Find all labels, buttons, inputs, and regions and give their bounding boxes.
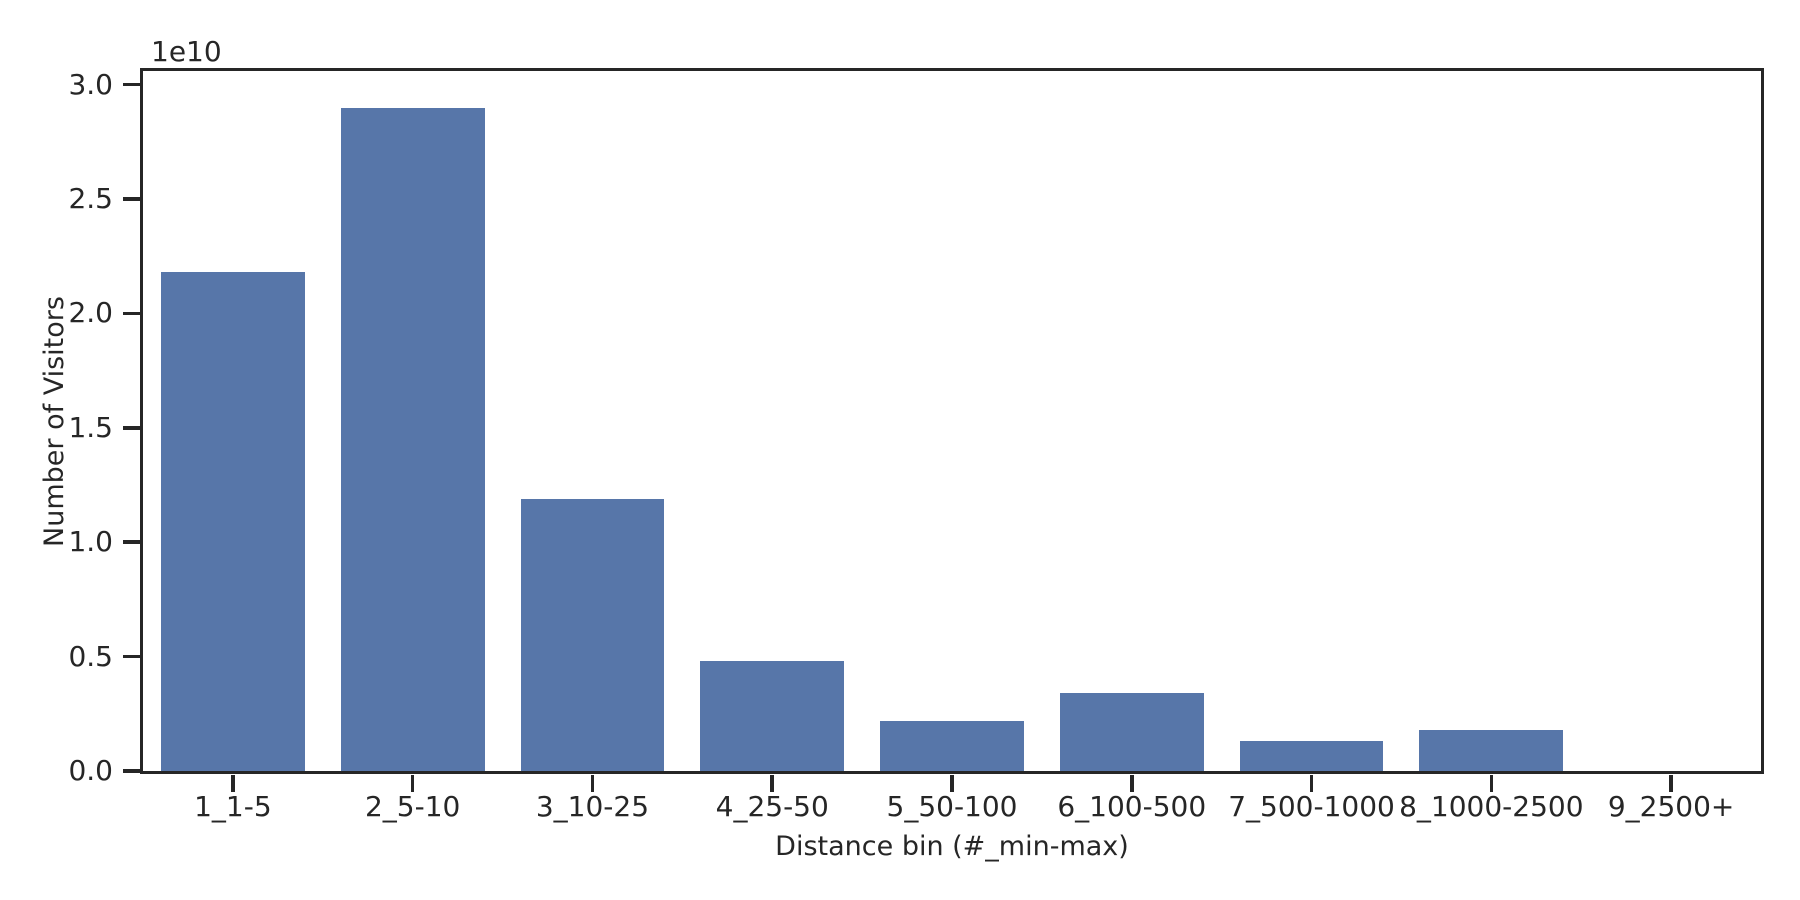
x-tick-label: 6_100-500 <box>1057 790 1207 823</box>
bar-7_500-1000 <box>1239 741 1384 771</box>
y-tick-mark <box>122 654 140 659</box>
y-tick-mark <box>122 540 140 544</box>
x-tick-mark <box>950 774 954 792</box>
y-tick-label: 0.0 <box>68 754 113 787</box>
y-tick-label: 3.0 <box>68 67 113 101</box>
bar-6_100-500 <box>1059 693 1204 771</box>
y-tick-label: 0.5 <box>68 639 113 673</box>
x-tick-label: 7_500-1000 <box>1228 790 1395 823</box>
x-tick-mark <box>410 774 415 792</box>
y-tick-mark <box>122 82 140 87</box>
bar-4_25-50 <box>700 661 845 771</box>
bar-1_1-5 <box>160 272 305 771</box>
x-tick-label: 8_1000-2500 <box>1399 790 1584 823</box>
y-tick-label: 2.0 <box>68 296 113 330</box>
x-tick-label: 2_5-10 <box>364 790 461 823</box>
x-axis-label: Distance bin (#_min-max) <box>775 831 1129 862</box>
bar-2_5-10 <box>340 107 485 771</box>
y-axis-offset-text: 1e10 <box>151 35 222 68</box>
x-tick-label: 5_50-100 <box>886 790 1018 823</box>
plot-area: 1e10 Number of Visitors Distance bin (#_… <box>39 38 1764 861</box>
x-tick-mark <box>770 774 774 792</box>
y-tick-mark <box>122 197 140 201</box>
x-tick-mark <box>1130 774 1134 792</box>
y-tick-label: 2.5 <box>68 182 113 216</box>
bar-8_1000-2500 <box>1419 729 1564 771</box>
x-tick-mark <box>1309 774 1314 792</box>
y-tick-mark <box>122 769 140 773</box>
y-tick-label: 1.0 <box>68 525 113 559</box>
x-tick-label: 9_2500+ <box>1607 790 1735 823</box>
x-tick-label: 3_10-25 <box>535 790 650 823</box>
y-tick-label: 1.5 <box>68 410 113 444</box>
x-tick-mark <box>1669 774 1673 792</box>
x-tick-mark <box>1489 774 1494 792</box>
y-tick-mark <box>122 426 140 430</box>
x-tick-mark <box>231 774 235 792</box>
bar-3_10-25 <box>520 498 665 771</box>
x-tick-label: 1_1-5 <box>194 790 272 823</box>
x-tick-mark <box>590 774 595 792</box>
x-tick-label: 4_25-50 <box>715 790 829 823</box>
bar-5_50-100 <box>880 720 1024 771</box>
y-tick-mark <box>122 311 140 316</box>
